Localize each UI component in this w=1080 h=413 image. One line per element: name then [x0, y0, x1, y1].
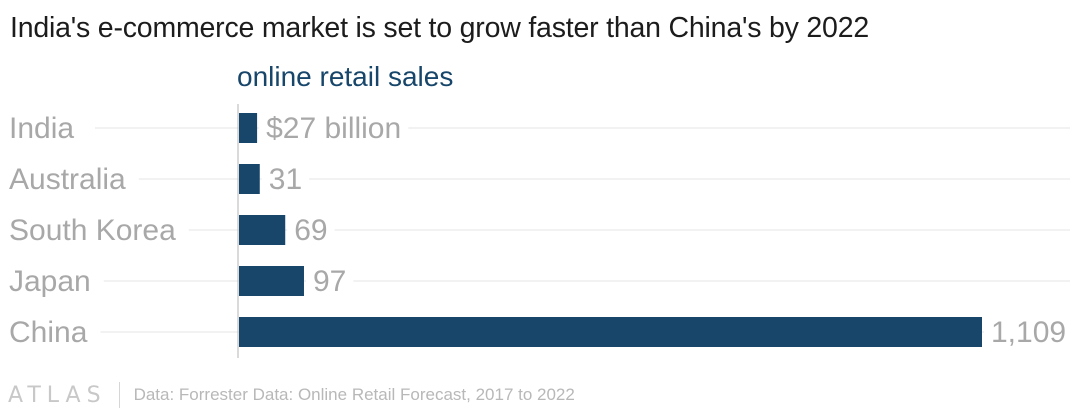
value-label-bg-australia: [261, 161, 310, 197]
category-label-south-korea: South Korea: [9, 214, 176, 247]
category-label-japan: Japan: [9, 265, 91, 298]
category-labels: India Australia South Korea Japan China: [0, 110, 189, 350]
category-label-china: China: [9, 316, 88, 349]
category-label-bg-australia: [0, 161, 139, 197]
bar-china: [239, 317, 982, 347]
category-label-india: India: [9, 112, 74, 145]
value-label-australia: 31: [269, 163, 302, 196]
value-label-japan: 97: [313, 265, 346, 298]
category-label-bg-china: [0, 314, 101, 350]
category-label-bg-japan: [0, 263, 104, 299]
value-label-bg-china: [984, 314, 1074, 350]
value-label-bg-japan: [305, 263, 354, 299]
source-note: Data: Forrester Data: Online Retail Fore…: [133, 385, 575, 404]
value-label-bg-india: [259, 110, 409, 146]
bar-australia: [239, 164, 260, 194]
value-label-bg-south-korea: [287, 212, 335, 248]
category-label-australia: Australia: [9, 163, 126, 196]
chart-title: India's e-commerce market is set to grow…: [10, 12, 870, 44]
atlas-logo: ATLAS: [8, 382, 107, 408]
bars: [239, 113, 982, 347]
footer: ATLAS Data: Forrester Data: Online Retai…: [8, 380, 575, 410]
footer-divider: [118, 382, 120, 408]
value-labels: $27 billion 31 69 97 1,109: [259, 110, 1074, 350]
value-label-india: $27 billion: [266, 112, 401, 145]
value-label-south-korea: 69: [294, 214, 327, 247]
bar-south-korea: [239, 215, 286, 245]
category-label-bg-india: [0, 110, 88, 146]
bar-japan: [239, 266, 304, 296]
value-label-china: 1,109: [991, 316, 1066, 349]
bar-india: [239, 113, 258, 143]
category-label-bg-south-korea: [0, 212, 189, 248]
series-title: online retail sales: [237, 61, 453, 92]
